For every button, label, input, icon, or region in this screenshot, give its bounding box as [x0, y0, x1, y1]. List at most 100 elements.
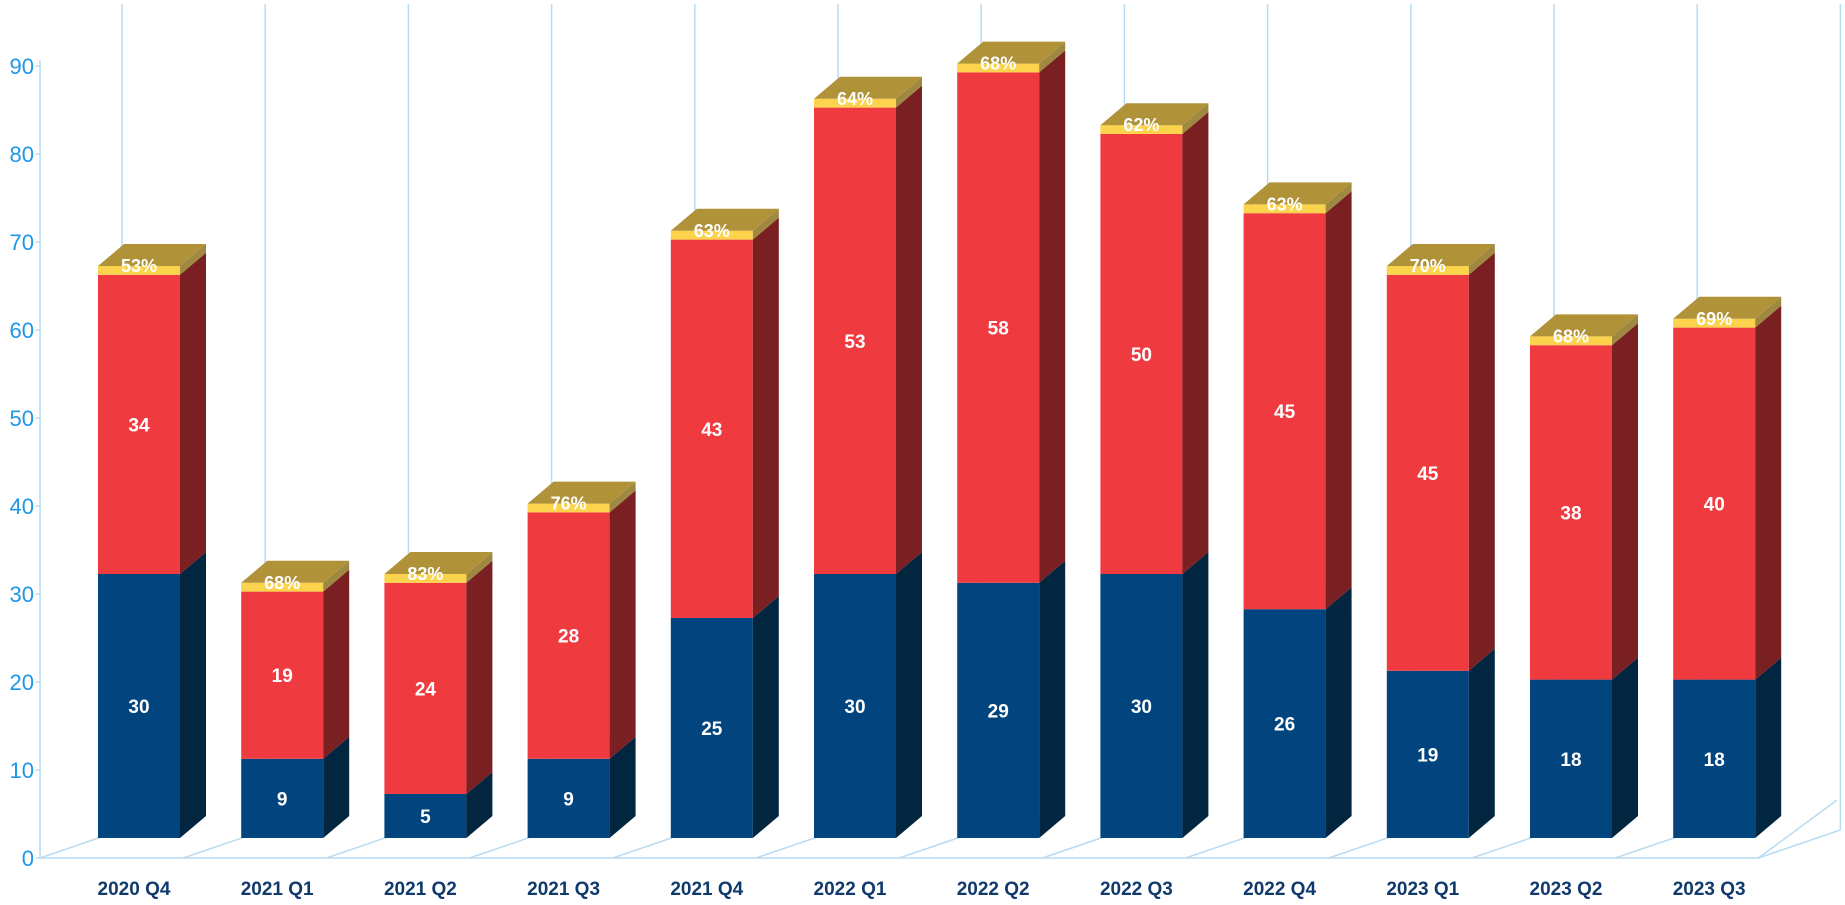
data-label: 26 [1274, 715, 1295, 736]
bar-side [180, 552, 206, 838]
bar-segment [670, 239, 753, 618]
bar-group: 29 58 68% [957, 41, 1066, 838]
bar-top [527, 481, 636, 504]
bar-segment [241, 758, 324, 838]
data-label: 30 [1131, 697, 1152, 718]
x-tick-label: 2022 Q3 [1100, 879, 1173, 900]
bar-side [1755, 657, 1782, 838]
bar-segment [527, 503, 610, 513]
y-tick-label: 90 [10, 54, 34, 79]
bar-segment [814, 574, 896, 838]
bar-side [1182, 552, 1209, 838]
bar-top [1673, 296, 1782, 319]
y-tick-label: 20 [10, 670, 34, 695]
bar-side [896, 76, 922, 108]
y-tick-label: 80 [10, 142, 34, 167]
percent-label: 70% [1410, 256, 1446, 276]
bar-side [1612, 314, 1638, 346]
x-tick-label: 2022 Q2 [957, 879, 1030, 900]
data-label: 30 [128, 697, 149, 718]
data-label: 40 [1704, 495, 1725, 516]
bar-segment [384, 574, 467, 583]
y-tick-label: 0 [22, 846, 34, 871]
bar-segment [957, 582, 1040, 838]
bar-group: 30 50 62% [1100, 103, 1209, 838]
data-label: 18 [1704, 750, 1725, 771]
bar-segment [1386, 266, 1469, 275]
data-label: 18 [1560, 750, 1581, 771]
bar-side [1325, 191, 1352, 610]
bar-segment [241, 582, 324, 592]
bar-side [609, 736, 636, 838]
percent-label: 83% [407, 564, 443, 584]
x-tick-label: 2023 Q3 [1673, 879, 1746, 900]
bar-segment [384, 582, 467, 794]
data-label: 45 [1417, 464, 1439, 485]
y-tick-label: 40 [10, 494, 34, 519]
x-tick-label: 2021 Q2 [384, 879, 457, 900]
data-label: 5 [420, 807, 431, 828]
bar-segment [1386, 274, 1469, 671]
data-label: 19 [272, 666, 293, 687]
bar-segment [241, 591, 324, 759]
data-label: 30 [844, 697, 865, 718]
bar-top [1100, 103, 1209, 126]
bar-segment [1243, 213, 1326, 610]
bar-segment [98, 274, 180, 574]
bar-side [609, 490, 636, 759]
bar-segment [1243, 204, 1326, 214]
bar-side [896, 552, 922, 838]
x-tick-label: 2022 Q1 [814, 879, 887, 900]
bar-side [1039, 41, 1066, 73]
percent-label: 62% [1123, 115, 1159, 135]
bar-side [752, 596, 779, 838]
data-label: 9 [277, 789, 288, 810]
bar-side [896, 85, 922, 574]
bar-side [1182, 112, 1209, 574]
percent-label: 68% [980, 54, 1016, 74]
floor-edge-right [1757, 799, 1838, 859]
bar-top [241, 560, 350, 583]
bar-side [466, 560, 493, 794]
bar-group: 30 34 53% [98, 244, 206, 838]
data-label: 28 [558, 627, 579, 648]
floor-line [1758, 829, 1841, 859]
bar-segment [1673, 327, 1756, 680]
bar-layer: 30 34 53% 9 19 68% 5 24 83% 9 28 76% 25 43 63% 30 53 64% 2… [98, 41, 1782, 838]
data-label: 58 [988, 319, 1009, 340]
bar-side [1468, 252, 1495, 671]
bar-side [180, 252, 206, 575]
tick-layer: 0 10 20 30 40 50 60 70 80 90 2020 Q4 2021 Q1 2021 Q2… [10, 54, 1746, 900]
bar-side [1325, 587, 1352, 838]
y-tick-label: 30 [10, 582, 34, 607]
bar-segment [98, 266, 180, 275]
bar-segment [1100, 125, 1183, 134]
bar-segment [957, 72, 1040, 583]
bar-group: 9 28 76% [527, 481, 636, 838]
bar-segment [957, 63, 1040, 73]
data-label: 45 [1274, 402, 1296, 423]
data-label: 24 [415, 679, 437, 700]
bar-segment [814, 107, 896, 574]
bar-side [752, 208, 779, 240]
bar-group: 18 38 68% [1530, 314, 1638, 838]
bar-side [323, 560, 350, 592]
bar-top [1386, 244, 1495, 266]
bar-segment [1673, 679, 1756, 838]
bar-top [814, 76, 922, 99]
bar-segment [1386, 670, 1469, 838]
bar-top [957, 41, 1066, 64]
bar-side [1039, 50, 1066, 583]
data-label: 53 [844, 332, 865, 353]
bar-segment [670, 618, 753, 838]
data-label: 25 [701, 719, 723, 740]
x-tick-label: 2021 Q1 [241, 879, 314, 900]
x-tick-label: 2020 Q4 [98, 879, 171, 900]
bar-group: 18 40 69% [1673, 296, 1782, 838]
percent-label: 76% [551, 494, 587, 514]
percent-label: 68% [264, 573, 300, 593]
percent-label: 53% [121, 256, 157, 276]
bar-segment [98, 574, 180, 838]
